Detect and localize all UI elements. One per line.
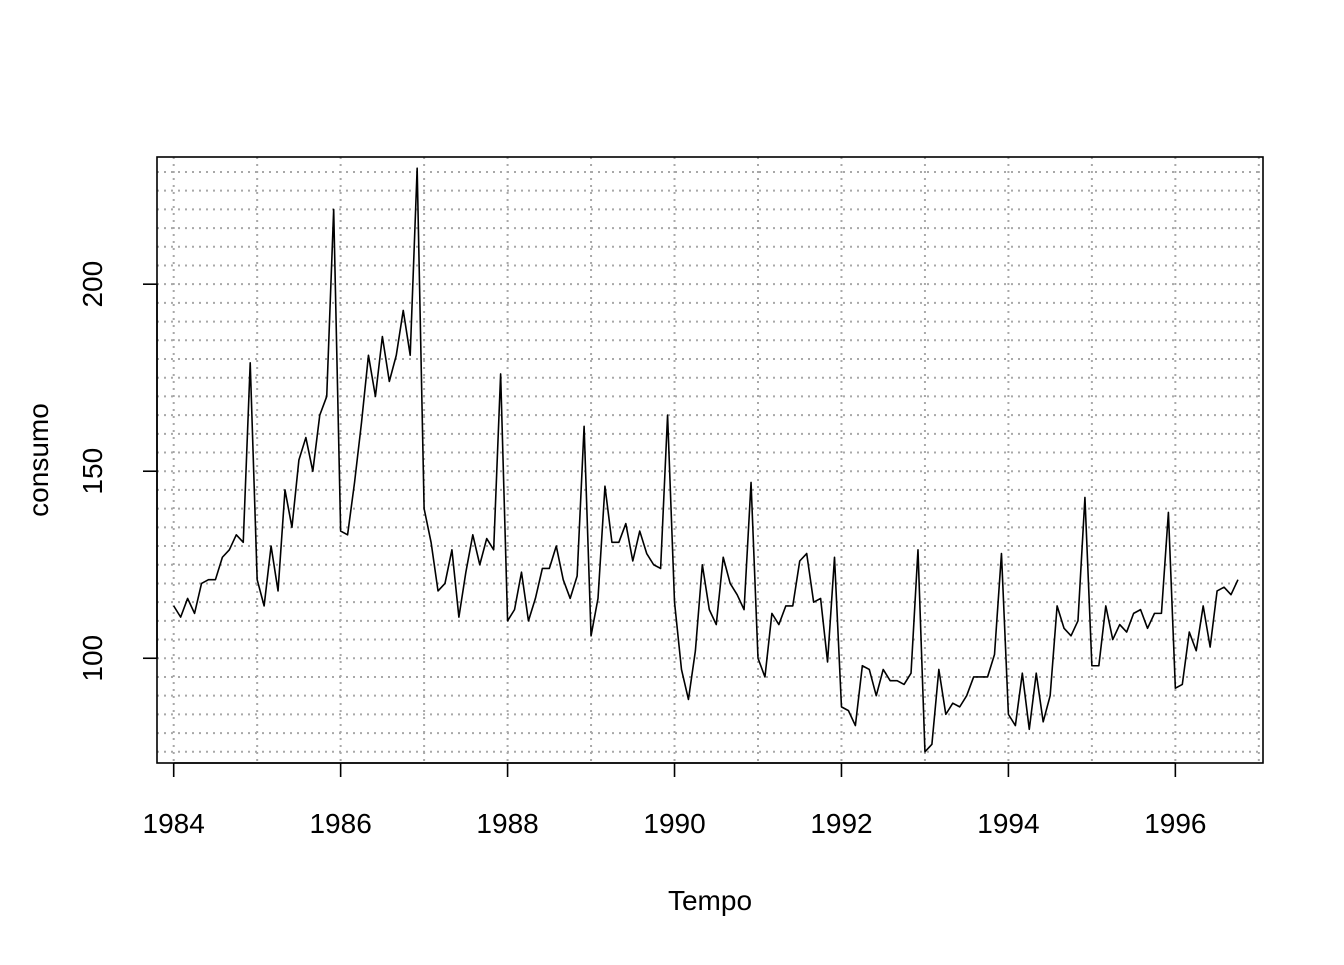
x-tick-label: 1994 [977,808,1039,839]
x-tick-label: 1990 [643,808,705,839]
x-axis-title: Tempo [668,885,752,916]
plot-frame [156,156,1264,764]
y-tick-label: 200 [77,261,108,308]
x-tick-label: 1986 [309,808,371,839]
series-layer [173,167,1239,753]
series-line [173,167,1239,753]
y-tick-label: 100 [77,635,108,682]
y-axis-title: consumo [23,403,54,517]
x-axis: 1984 1986 1988 1990 1992 1994 1996 [143,762,1207,839]
y-tick-label: 150 [77,448,108,495]
grid [157,157,1263,763]
y-axis: 100 150 200 [77,261,158,682]
x-tick-label: 1992 [810,808,872,839]
x-tick-label: 1988 [476,808,538,839]
x-tick-label: 1984 [143,808,205,839]
x-tick-label: 1996 [1144,808,1206,839]
